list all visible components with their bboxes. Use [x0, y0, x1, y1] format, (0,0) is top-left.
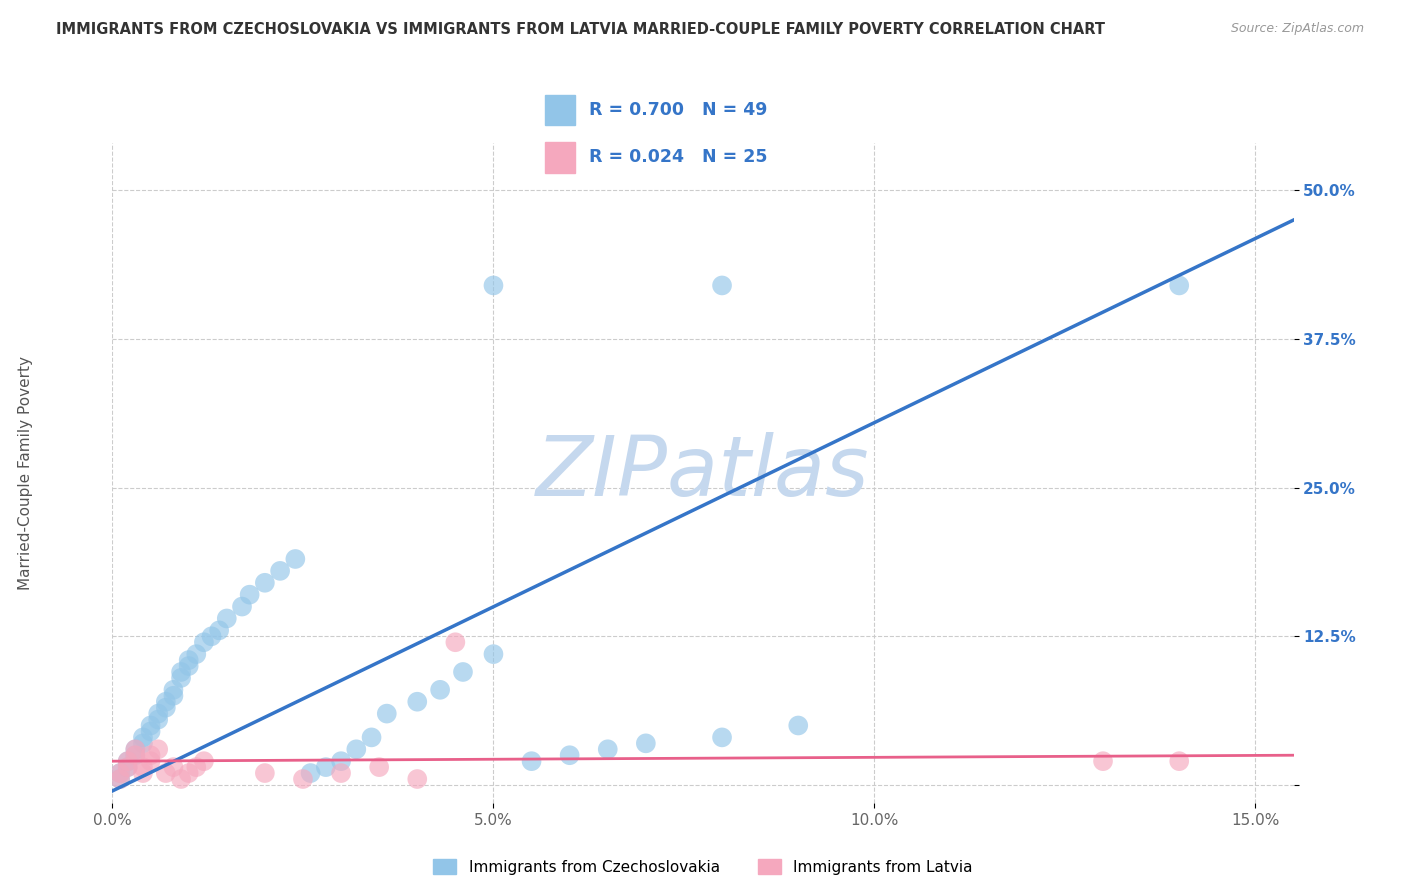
Point	[162, 682, 184, 697]
Point	[711, 731, 734, 745]
Point	[193, 635, 215, 649]
Point	[186, 647, 208, 661]
Point	[482, 647, 505, 661]
Point	[132, 760, 155, 774]
Point	[231, 599, 253, 614]
Point	[155, 700, 177, 714]
Point	[139, 724, 162, 739]
Point	[284, 552, 307, 566]
Point	[208, 624, 231, 638]
Point	[148, 706, 170, 721]
Point	[215, 611, 238, 625]
Point	[596, 742, 619, 756]
Point	[117, 760, 139, 774]
Point	[139, 718, 162, 732]
Legend: Immigrants from Czechoslovakia, Immigrants from Latvia: Immigrants from Czechoslovakia, Immigran…	[427, 854, 979, 881]
Point	[299, 766, 322, 780]
Point	[170, 772, 193, 786]
Point	[132, 736, 155, 750]
Point	[148, 742, 170, 756]
Point	[108, 766, 131, 780]
Point	[139, 754, 162, 768]
Point	[360, 731, 382, 745]
Point	[451, 665, 474, 679]
Point	[429, 682, 451, 697]
Point	[1168, 278, 1191, 293]
Point	[200, 629, 222, 643]
Point	[117, 754, 139, 768]
Point	[162, 760, 184, 774]
Point	[1092, 754, 1115, 768]
Text: Married-Couple Family Poverty: Married-Couple Family Poverty	[18, 356, 32, 590]
Point	[108, 766, 131, 780]
Point	[558, 748, 581, 763]
Point	[520, 754, 543, 768]
Point	[375, 706, 398, 721]
Point	[155, 766, 177, 780]
Point	[634, 736, 657, 750]
Bar	[546, 95, 575, 126]
Point	[253, 575, 276, 590]
Text: R = 0.024   N = 25: R = 0.024 N = 25	[589, 148, 768, 166]
Point	[117, 760, 139, 774]
Point	[177, 659, 200, 673]
Point	[155, 695, 177, 709]
Point	[291, 772, 314, 786]
Point	[162, 689, 184, 703]
Text: IMMIGRANTS FROM CZECHOSLOVAKIA VS IMMIGRANTS FROM LATVIA MARRIED-COUPLE FAMILY P: IMMIGRANTS FROM CZECHOSLOVAKIA VS IMMIGR…	[56, 22, 1105, 37]
Point	[170, 665, 193, 679]
Point	[124, 742, 146, 756]
Point	[148, 713, 170, 727]
Point	[239, 588, 262, 602]
Point	[177, 653, 200, 667]
Text: R = 0.700   N = 49: R = 0.700 N = 49	[589, 101, 768, 119]
Point	[787, 718, 810, 732]
Point	[108, 772, 131, 786]
Point	[406, 695, 429, 709]
Point	[177, 766, 200, 780]
Point	[186, 760, 208, 774]
Point	[406, 772, 429, 786]
Bar	[546, 142, 575, 173]
Point	[344, 742, 367, 756]
Point	[315, 760, 337, 774]
Point	[170, 671, 193, 685]
Text: Source: ZipAtlas.com: Source: ZipAtlas.com	[1230, 22, 1364, 36]
Point	[124, 748, 146, 763]
Point	[139, 748, 162, 763]
Point	[124, 742, 146, 756]
Point	[482, 278, 505, 293]
Point	[368, 760, 391, 774]
Point	[117, 754, 139, 768]
Point	[444, 635, 467, 649]
Point	[132, 731, 155, 745]
Point	[330, 754, 353, 768]
Point	[711, 278, 734, 293]
Point	[253, 766, 276, 780]
Point	[330, 766, 353, 780]
Point	[1168, 754, 1191, 768]
Point	[193, 754, 215, 768]
Point	[124, 748, 146, 763]
Text: ZIPatlas: ZIPatlas	[536, 433, 870, 513]
Point	[108, 772, 131, 786]
Point	[269, 564, 291, 578]
Point	[132, 766, 155, 780]
